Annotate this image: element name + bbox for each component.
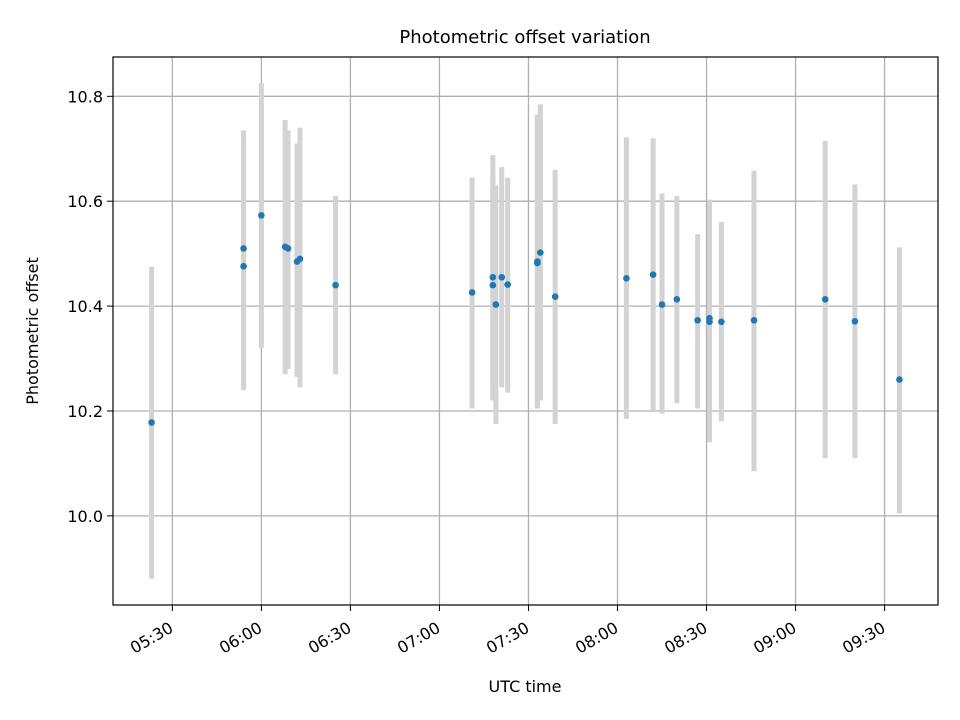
x-axis-title: UTC time <box>489 677 562 696</box>
data-point <box>489 273 497 281</box>
data-point <box>468 289 476 296</box>
data-point <box>694 316 701 324</box>
y-axis: 10.0 10.2 10.4 10.6 10.8 <box>67 87 113 526</box>
chart-title: Photometric offset variation <box>399 27 650 48</box>
data-point <box>489 281 497 289</box>
data-point <box>296 255 304 263</box>
data-point <box>658 301 666 308</box>
y-tick-label: 10.2 <box>67 402 103 421</box>
data-points <box>148 212 903 426</box>
data-point <box>718 318 725 326</box>
data-point <box>258 212 265 219</box>
y-tick-label: 10.4 <box>67 297 103 316</box>
data-point <box>673 295 681 303</box>
data-point <box>821 295 829 303</box>
data-point <box>240 262 247 270</box>
data-point <box>706 314 713 322</box>
data-point <box>504 281 511 288</box>
plot-frame <box>112 56 939 606</box>
data-point <box>498 273 506 281</box>
data-point <box>492 301 500 308</box>
data-point <box>750 316 758 324</box>
data-point <box>649 271 657 278</box>
data-point <box>332 281 339 289</box>
y-tick-label: 10.6 <box>67 192 103 211</box>
y-axis-title: Photometric offset <box>23 257 42 405</box>
y-tick-label: 10.0 <box>67 507 103 526</box>
data-point <box>240 245 247 252</box>
data-point <box>148 419 155 426</box>
data-point <box>551 293 559 300</box>
data-point <box>623 274 630 282</box>
data-point <box>537 249 544 256</box>
grid <box>113 57 938 605</box>
data-point <box>534 259 541 267</box>
data-point <box>896 376 903 383</box>
data-point <box>851 317 859 325</box>
y-tick-label: 10.8 <box>67 87 103 106</box>
data-point <box>284 245 292 252</box>
